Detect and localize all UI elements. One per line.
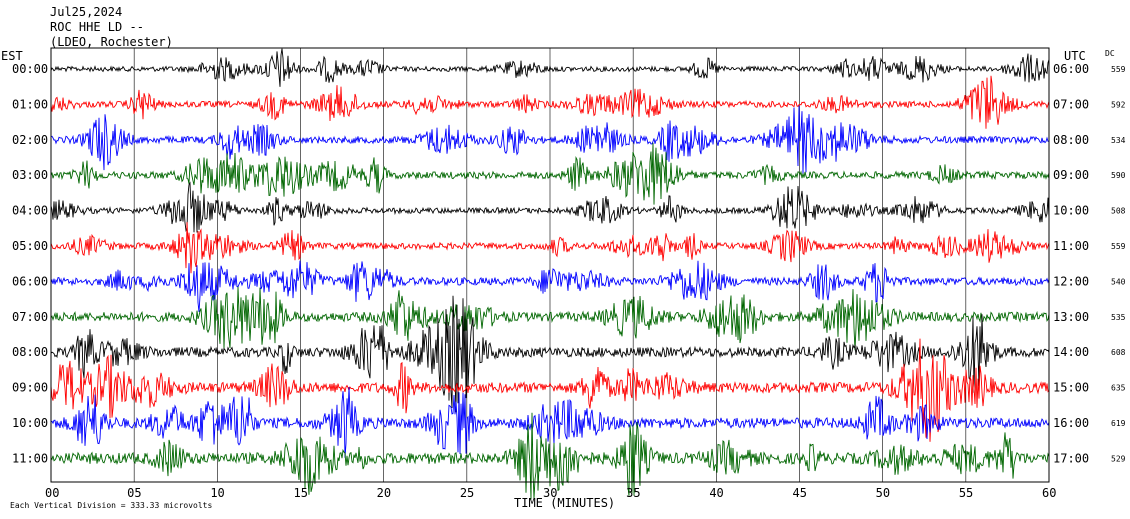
trace-line	[50, 48, 1050, 87]
x-tick-label: 30	[543, 486, 557, 500]
row-label-est: 08:00	[12, 345, 48, 359]
trace-line	[50, 386, 1050, 458]
row-dc-value: 534	[1111, 136, 1126, 145]
row-label-utc: 09:00	[1053, 168, 1089, 182]
row-label-utc: 13:00	[1053, 310, 1089, 324]
row-dc-value: 559	[1111, 242, 1126, 251]
x-tick-label: 05	[127, 486, 141, 500]
row-label-est: 06:00	[12, 274, 48, 288]
row-label-est: 03:00	[12, 168, 48, 182]
row-dc-value: 535	[1111, 313, 1126, 322]
label-group: Jul25,2024 ROC HHE LD -- (LDEO, Rocheste…	[1, 5, 1115, 510]
row-label-est: 01:00	[12, 97, 48, 111]
row-dc-value: 590	[1111, 171, 1126, 180]
x-tick-label: 50	[876, 486, 890, 500]
row-label-est: 05:00	[12, 239, 48, 253]
trace-line	[50, 75, 1050, 129]
row-dc-value: 559	[1111, 65, 1126, 74]
trace-line	[50, 142, 1050, 205]
header-network: (LDEO, Rochester)	[50, 35, 173, 49]
x-tick-label: 25	[460, 486, 474, 500]
row-label-utc: 12:00	[1053, 274, 1089, 288]
row-label-est: 02:00	[12, 133, 48, 147]
trace-line	[50, 260, 1050, 313]
plot-frame	[50, 47, 1050, 483]
trace-line	[50, 286, 1050, 351]
x-tick-label: 20	[377, 486, 391, 500]
trace-line	[50, 181, 1050, 233]
row-label-est: 09:00	[12, 381, 48, 395]
row-label-utc: 11:00	[1053, 239, 1089, 253]
footer-note: Each Vertical Division = 333.33 microvol…	[10, 501, 212, 510]
x-tick-label: 40	[709, 486, 723, 500]
row-label-group: 00:00 06:00 559 01:00 07:00 592 02:00 08:00 534 0…	[12, 62, 1126, 465]
row-label-utc: 08:00	[1053, 133, 1089, 147]
x-tick-label: 00	[45, 486, 59, 500]
row-label-utc: 15:00	[1053, 381, 1089, 395]
trace-line	[50, 412, 1050, 500]
row-dc-value: 619	[1111, 419, 1126, 428]
row-label-est: 07:00	[12, 310, 48, 324]
x-tick-label: 10	[210, 486, 224, 500]
row-dc-value: 635	[1111, 384, 1126, 393]
trace-line	[50, 295, 1050, 413]
trace-line	[50, 105, 1049, 175]
dc-title: DC	[1105, 49, 1115, 58]
x-tick-label: 55	[959, 486, 973, 500]
x-tick-label: 45	[793, 486, 807, 500]
row-label-utc: 17:00	[1053, 451, 1089, 465]
row-dc-value: 608	[1111, 348, 1126, 357]
row-label-est: 10:00	[12, 416, 48, 430]
right-axis-title: UTC	[1064, 49, 1086, 63]
row-label-est: 00:00	[12, 62, 48, 76]
x-tick-group: 00 05 10 15 20 25 30 35 40 45 50 55 60	[45, 486, 1056, 500]
row-dc-value: 529	[1111, 454, 1126, 463]
row-label-utc: 14:00	[1053, 345, 1089, 359]
row-label-utc: 07:00	[1053, 97, 1089, 111]
header-date: Jul25,2024	[50, 5, 122, 19]
row-label-utc: 10:00	[1053, 204, 1089, 218]
x-tick-label: 35	[626, 486, 640, 500]
x-tick-label: 60	[1042, 486, 1056, 500]
row-dc-value: 592	[1111, 100, 1126, 109]
row-label-est: 11:00	[12, 451, 48, 465]
trace-group	[50, 48, 1050, 500]
x-axis-label: TIME (MINUTES)	[514, 496, 615, 510]
row-label-utc: 06:00	[1053, 62, 1089, 76]
left-axis-title: EST	[1, 49, 23, 63]
trace-line	[50, 338, 1050, 442]
header-station: ROC HHE LD --	[50, 20, 144, 34]
row-dc-value: 540	[1111, 277, 1126, 286]
row-dc-value: 508	[1111, 207, 1126, 216]
trace-line	[50, 222, 1050, 274]
x-tick-label: 15	[294, 486, 308, 500]
row-label-utc: 16:00	[1053, 416, 1089, 430]
row-label-est: 04:00	[12, 204, 48, 218]
